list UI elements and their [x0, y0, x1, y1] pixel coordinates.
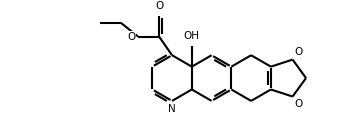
Text: O: O	[294, 99, 303, 109]
Text: OH: OH	[184, 31, 200, 41]
Text: O: O	[127, 31, 135, 42]
Text: O: O	[294, 47, 303, 57]
Text: O: O	[155, 1, 163, 11]
Text: N: N	[168, 104, 176, 114]
